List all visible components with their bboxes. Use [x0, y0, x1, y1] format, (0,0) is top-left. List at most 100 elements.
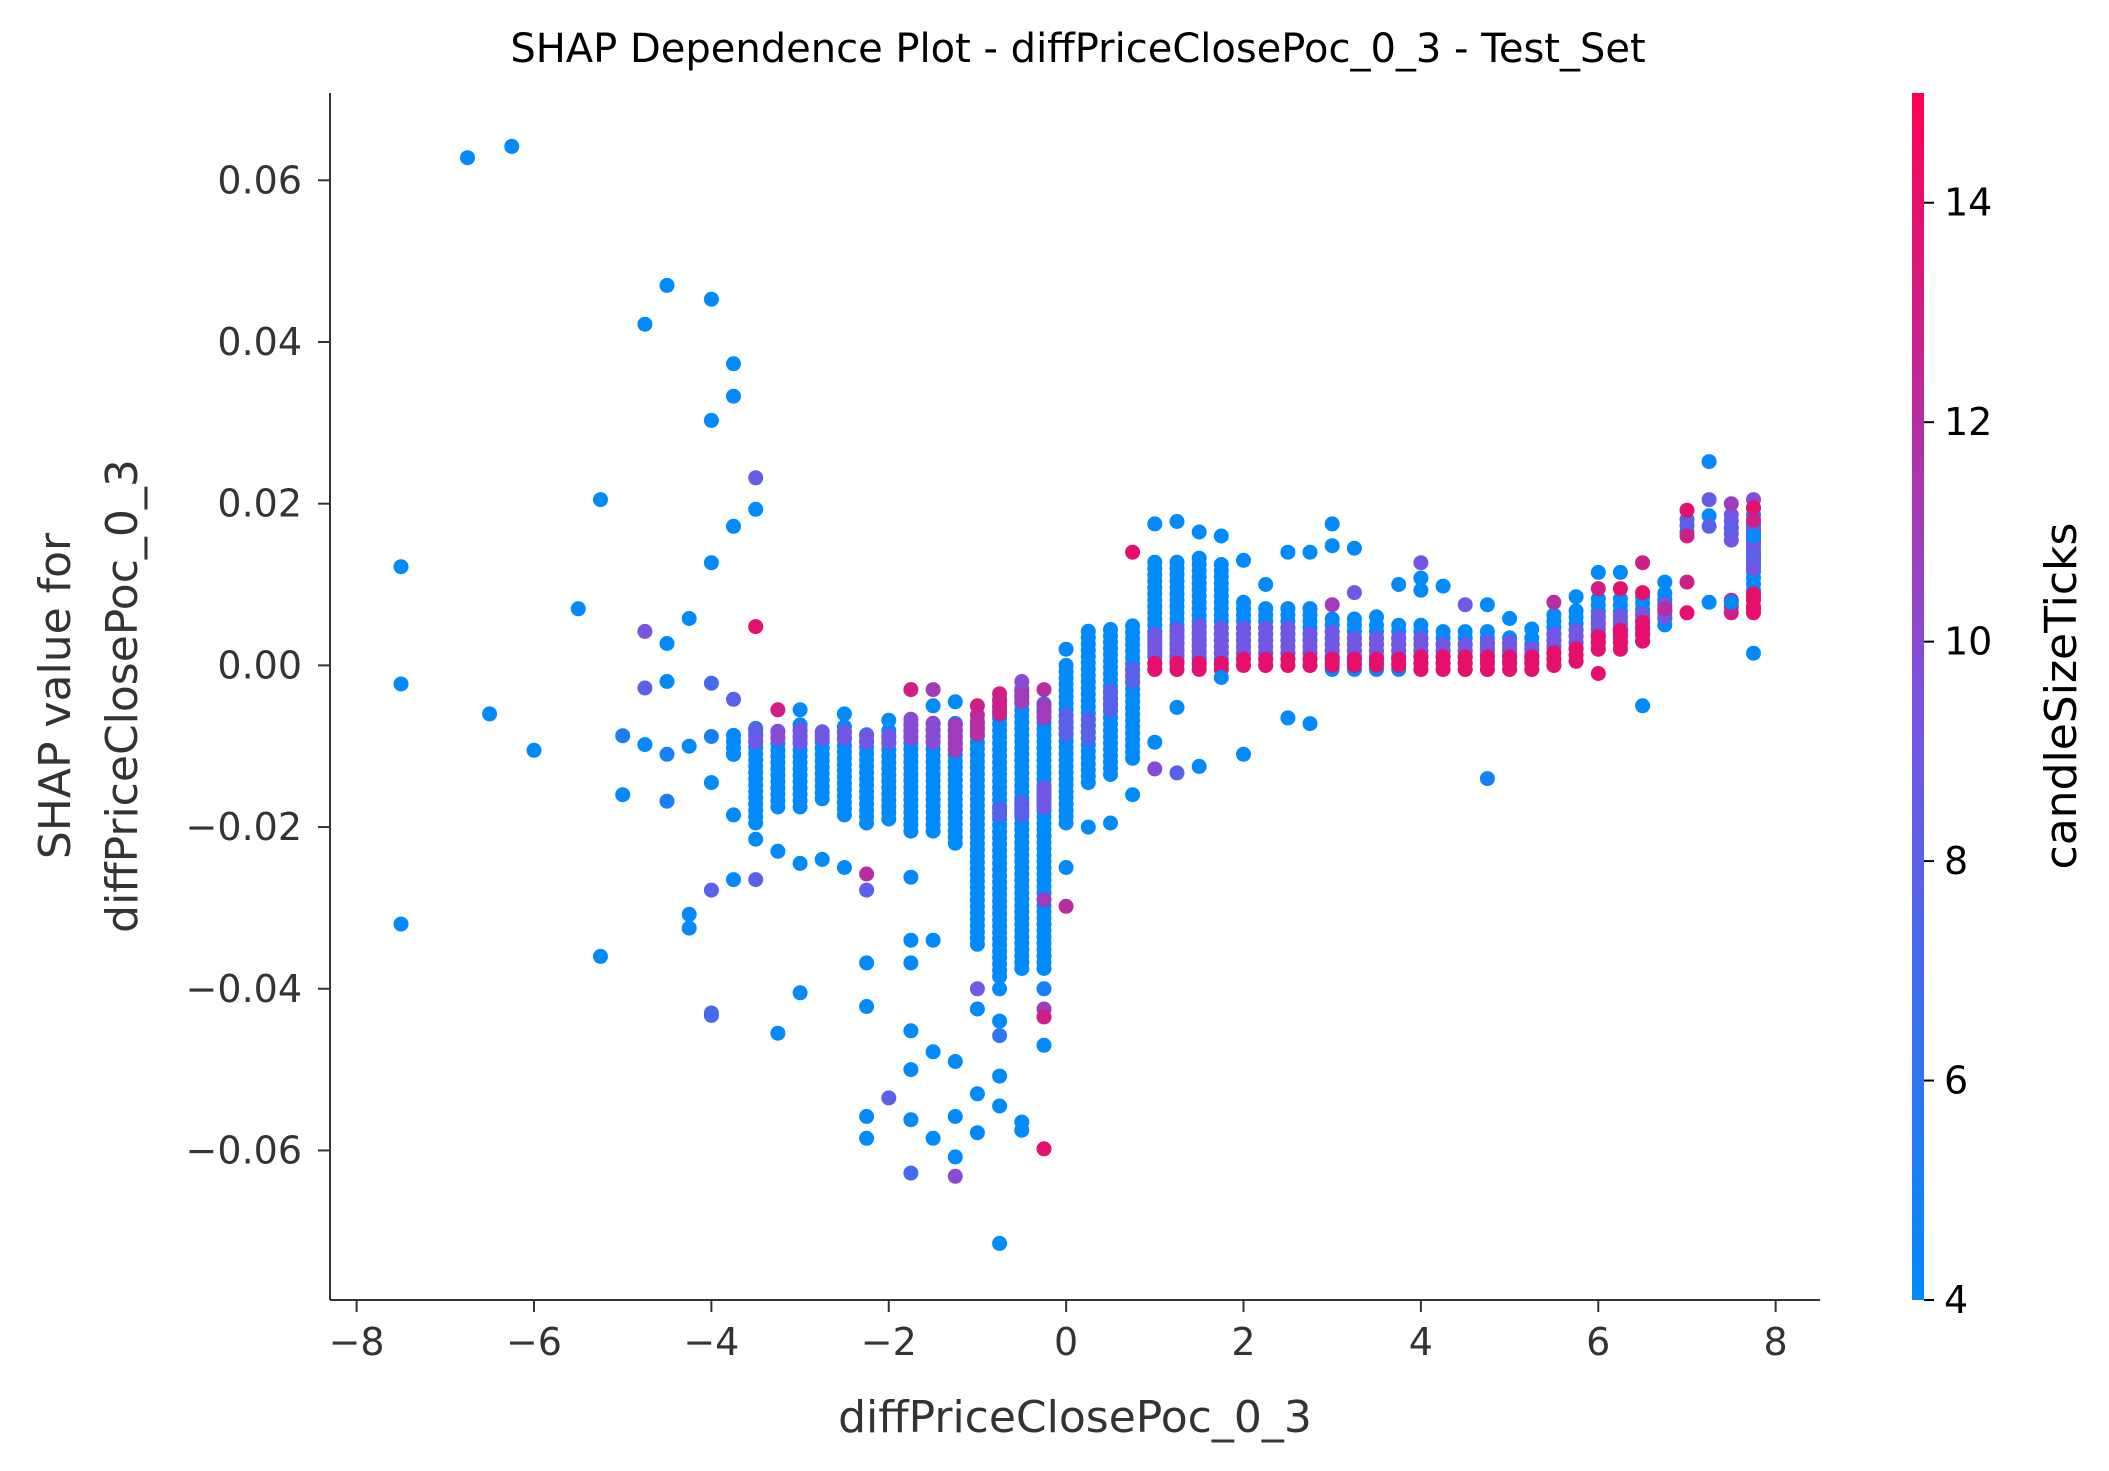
- scatter-point: [1546, 607, 1562, 623]
- scatter-point: [1236, 594, 1251, 610]
- scatter-point: [637, 316, 653, 332]
- scatter-point: [460, 150, 475, 166]
- scatter-point: [1103, 815, 1118, 831]
- scatter-point: [1657, 574, 1673, 590]
- x-tick-label: 0: [1054, 1320, 1078, 1364]
- scatter-point: [925, 1130, 941, 1146]
- scatter-point: [681, 906, 697, 922]
- scatter-point: [1502, 634, 1518, 650]
- scatter-point: [992, 1068, 1008, 1084]
- scatter-point: [992, 1013, 1008, 1029]
- scatter-point: [1169, 514, 1185, 529]
- scatter-point: [1346, 630, 1362, 646]
- scatter-point: [881, 1090, 897, 1106]
- scatter-point: [1036, 1009, 1052, 1025]
- scatter-point: [1657, 601, 1673, 617]
- scatter-point: [903, 932, 919, 948]
- scatter-point: [836, 860, 852, 875]
- scatter-point: [903, 682, 919, 698]
- scatter-point: [1391, 630, 1407, 646]
- scatter-point: [1258, 601, 1274, 617]
- scatter-point: [393, 676, 409, 692]
- scatter-point: [1369, 651, 1384, 667]
- scatter-point: [969, 1125, 985, 1141]
- y-tick-label: −0.06: [186, 1128, 302, 1172]
- scatter-point: [726, 356, 741, 372]
- scatter-point: [703, 291, 719, 307]
- scatter-point: [504, 138, 520, 154]
- colorbar-tick-label: 6: [1944, 1059, 1968, 1103]
- scatter-point: [1147, 655, 1163, 671]
- scatter-point: [1324, 624, 1340, 640]
- scatter-point: [393, 916, 409, 932]
- scatter-point: [992, 981, 1008, 997]
- scatter-point: [1701, 594, 1717, 610]
- scatter-point: [1612, 581, 1628, 597]
- scatter-point: [1191, 550, 1207, 566]
- scatter-point: [1568, 622, 1584, 638]
- scatter-point: [925, 682, 941, 698]
- scatter-point: [726, 388, 741, 404]
- scatter-point: [1435, 578, 1451, 594]
- scatter-point: [1746, 548, 1761, 564]
- scatter-point: [1346, 585, 1362, 601]
- scatter-point: [1169, 655, 1185, 671]
- scatter-point: [703, 775, 719, 791]
- scatter-point: [992, 1028, 1008, 1044]
- scatter-point: [1746, 586, 1761, 602]
- y-tick-label: 0.06: [217, 158, 302, 202]
- scatter-point: [1612, 625, 1628, 641]
- scatter-point: [1369, 609, 1384, 625]
- scatter-point: [1014, 1122, 1030, 1138]
- scatter-point: [1103, 622, 1118, 637]
- scatter-point: [1701, 492, 1717, 508]
- scatter-point: [637, 737, 653, 753]
- y-tick-label: −0.02: [186, 805, 302, 849]
- axes: −8 −6 −4 −2 0 2 4 6 8 −0.06 −0.04 −0.02 0.00 0.02 0.0…: [186, 93, 1820, 1364]
- scatter-point: [925, 932, 941, 948]
- scatter-point: [1324, 651, 1340, 667]
- scatter-point: [947, 1109, 963, 1124]
- scatter-point: [859, 728, 875, 744]
- scatter-point: [1723, 496, 1739, 512]
- scatter-point: [1479, 634, 1495, 650]
- colorbar-tick-label: 12: [1944, 400, 1992, 444]
- scatter-point: [969, 698, 985, 714]
- scatter-point: [1435, 624, 1451, 640]
- scatter-point: [1036, 1037, 1052, 1053]
- scatter-point: [881, 728, 897, 744]
- colorbar-gradient: [1912, 93, 1924, 1300]
- scatter-point: [1324, 611, 1340, 627]
- scatter-point: [1723, 594, 1739, 610]
- scatter-point: [1213, 620, 1229, 636]
- colorbar-tick-label: 8: [1944, 839, 1968, 883]
- scatter-point: [726, 872, 741, 888]
- scatter-point: [1191, 758, 1207, 774]
- scatter-point: [1346, 611, 1362, 627]
- scatter-point: [1479, 649, 1495, 665]
- scatter-point: [992, 1098, 1008, 1114]
- scatter-point: [1169, 554, 1185, 570]
- y-tick-label: 0.00: [217, 643, 302, 687]
- scatter-point: [1147, 734, 1163, 750]
- scatter-point: [1413, 649, 1429, 665]
- scatter-point: [836, 706, 852, 722]
- scatter-point: [1036, 682, 1052, 698]
- scatter-point: [1191, 618, 1207, 634]
- scatter-point: [881, 712, 897, 728]
- scatter-point: [1635, 555, 1651, 571]
- scatter-point: [1679, 502, 1695, 518]
- scatter-point: [703, 729, 719, 744]
- scatter-point: [1346, 651, 1362, 667]
- y-tick-label: 0.04: [217, 320, 302, 364]
- scatter-point: [1280, 620, 1296, 636]
- scatter-point: [1213, 528, 1229, 544]
- scatter-point: [1147, 626, 1163, 642]
- scatter-point: [1457, 624, 1473, 640]
- x-tick-label: −2: [861, 1320, 917, 1364]
- scatter-point: [1302, 626, 1318, 642]
- scatter-point: [925, 1044, 941, 1060]
- scatter-point: [1125, 618, 1141, 634]
- scatter-point: [1147, 554, 1163, 570]
- scatter-point: [836, 724, 852, 740]
